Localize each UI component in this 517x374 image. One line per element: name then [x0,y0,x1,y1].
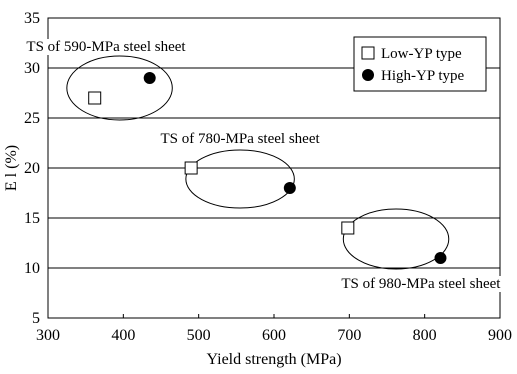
x-tick-label: 800 [413,327,437,344]
x-tick-label: 500 [187,327,211,344]
y-tick-label: 35 [24,10,40,27]
annotation-label-bg [24,39,189,55]
x-tick-label: 600 [262,327,286,344]
annotation-ellipse [342,208,450,270]
legend-label: High-YP type [381,68,465,84]
x-tick-label: 900 [488,327,512,344]
tick-labels: 5 10 15 20 25 30 35 300 400 500 600 700 800 900 [24,10,512,344]
point-high-yp [143,72,156,84]
y-tick-label: 30 [24,60,40,77]
y-tick-label: 10 [24,260,40,277]
y-tick-label: 5 [32,310,40,327]
x-axis-label: Yield strength (MPa) [206,351,341,368]
annotation-label: TS of 980-MPa steel sheet [341,276,501,292]
x-tick-label: 300 [36,327,60,344]
legend-box [353,36,487,92]
point-low-yp [341,221,355,235]
legend-marker-circle [362,69,374,81]
data-points [88,72,447,264]
point-low-yp [184,161,198,175]
y-axis-label: E l (%) [3,145,20,191]
annotation-label-bg [158,131,323,147]
legend: Low-YP type High-YP type [353,36,487,92]
point-low-yp [88,91,102,105]
gridlines [48,67,500,269]
point-high-yp [283,182,296,194]
legend-marker-square [361,46,375,60]
y-tick-label: 15 [24,210,40,227]
annotation-ellipse [66,55,173,121]
point-high-yp [434,252,447,264]
x-tick-label: 400 [111,327,135,344]
annotation-label: TS of 590-MPa steel sheet [26,39,186,55]
annotation-label: TS of 780-MPa steel sheet [161,131,321,147]
x-tick-label: 700 [337,327,361,344]
annotation-ellipse [185,149,295,209]
annotation-labels: TS of 590-MPa steel sheet TS of 780-MPa s… [24,39,504,292]
annotation-ellipses [66,55,450,270]
y-tick-label: 20 [24,160,40,177]
legend-label: Low-YP type [381,46,462,62]
y-tick-label: 25 [24,110,40,127]
annotation-label-bg [339,276,504,292]
